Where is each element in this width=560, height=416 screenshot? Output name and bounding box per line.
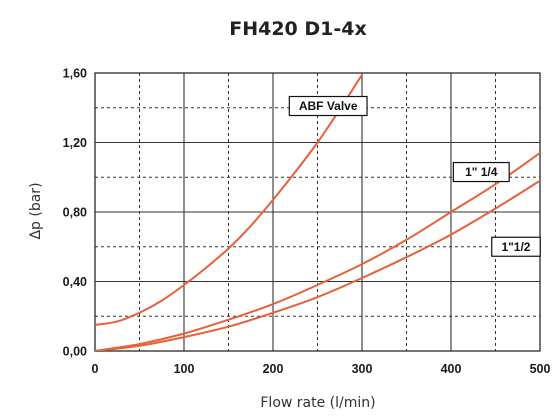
series-label-one-quarter-inch: 1" 1/4 bbox=[465, 165, 498, 179]
chart-title: FH420 D1-4x bbox=[229, 18, 367, 40]
series-label-box-one-quarter-inch bbox=[452, 161, 510, 183]
x-tick-label: 300 bbox=[352, 362, 373, 376]
series-layer bbox=[95, 73, 540, 351]
plot-area bbox=[94, 72, 541, 352]
y-tick-label: 0,40 bbox=[63, 275, 87, 289]
x-axis-label: Flow rate (l/min) bbox=[260, 395, 375, 411]
y-tick-labels: 0,00 0,40 0,80 1,20 1,60 bbox=[63, 67, 87, 359]
series-line-one-half-inch bbox=[95, 179, 540, 351]
y-axis-label: Δp (bar) bbox=[28, 182, 44, 239]
x-tick-labels: 0 100 200 300 400 500 bbox=[92, 362, 551, 376]
series-label-one-half-inch: 1"1/2 bbox=[501, 240, 530, 254]
x-tick-label: 400 bbox=[441, 362, 462, 376]
series-labels: ABF Valve 1" 1/4 1"1/2 bbox=[288, 95, 541, 257]
x-tick-label: 100 bbox=[174, 362, 195, 376]
x-tick-label: 200 bbox=[263, 362, 284, 376]
series-line-one-quarter-inch bbox=[95, 151, 540, 351]
series-line-abf-valve bbox=[95, 73, 363, 326]
x-tick-label: 0 bbox=[92, 362, 99, 376]
y-tick-label: 1,20 bbox=[63, 136, 87, 150]
series-label-abf-valve: ABF Valve bbox=[299, 99, 358, 113]
series-label-box-abf-valve bbox=[288, 95, 368, 117]
y-tick-label: 1,60 bbox=[63, 67, 87, 81]
y-tick-label: 0,00 bbox=[63, 345, 87, 359]
x-tick-label: 500 bbox=[530, 362, 551, 376]
y-tick-label: 0,80 bbox=[63, 206, 87, 220]
series-label-box-one-half-inch bbox=[491, 236, 541, 257]
